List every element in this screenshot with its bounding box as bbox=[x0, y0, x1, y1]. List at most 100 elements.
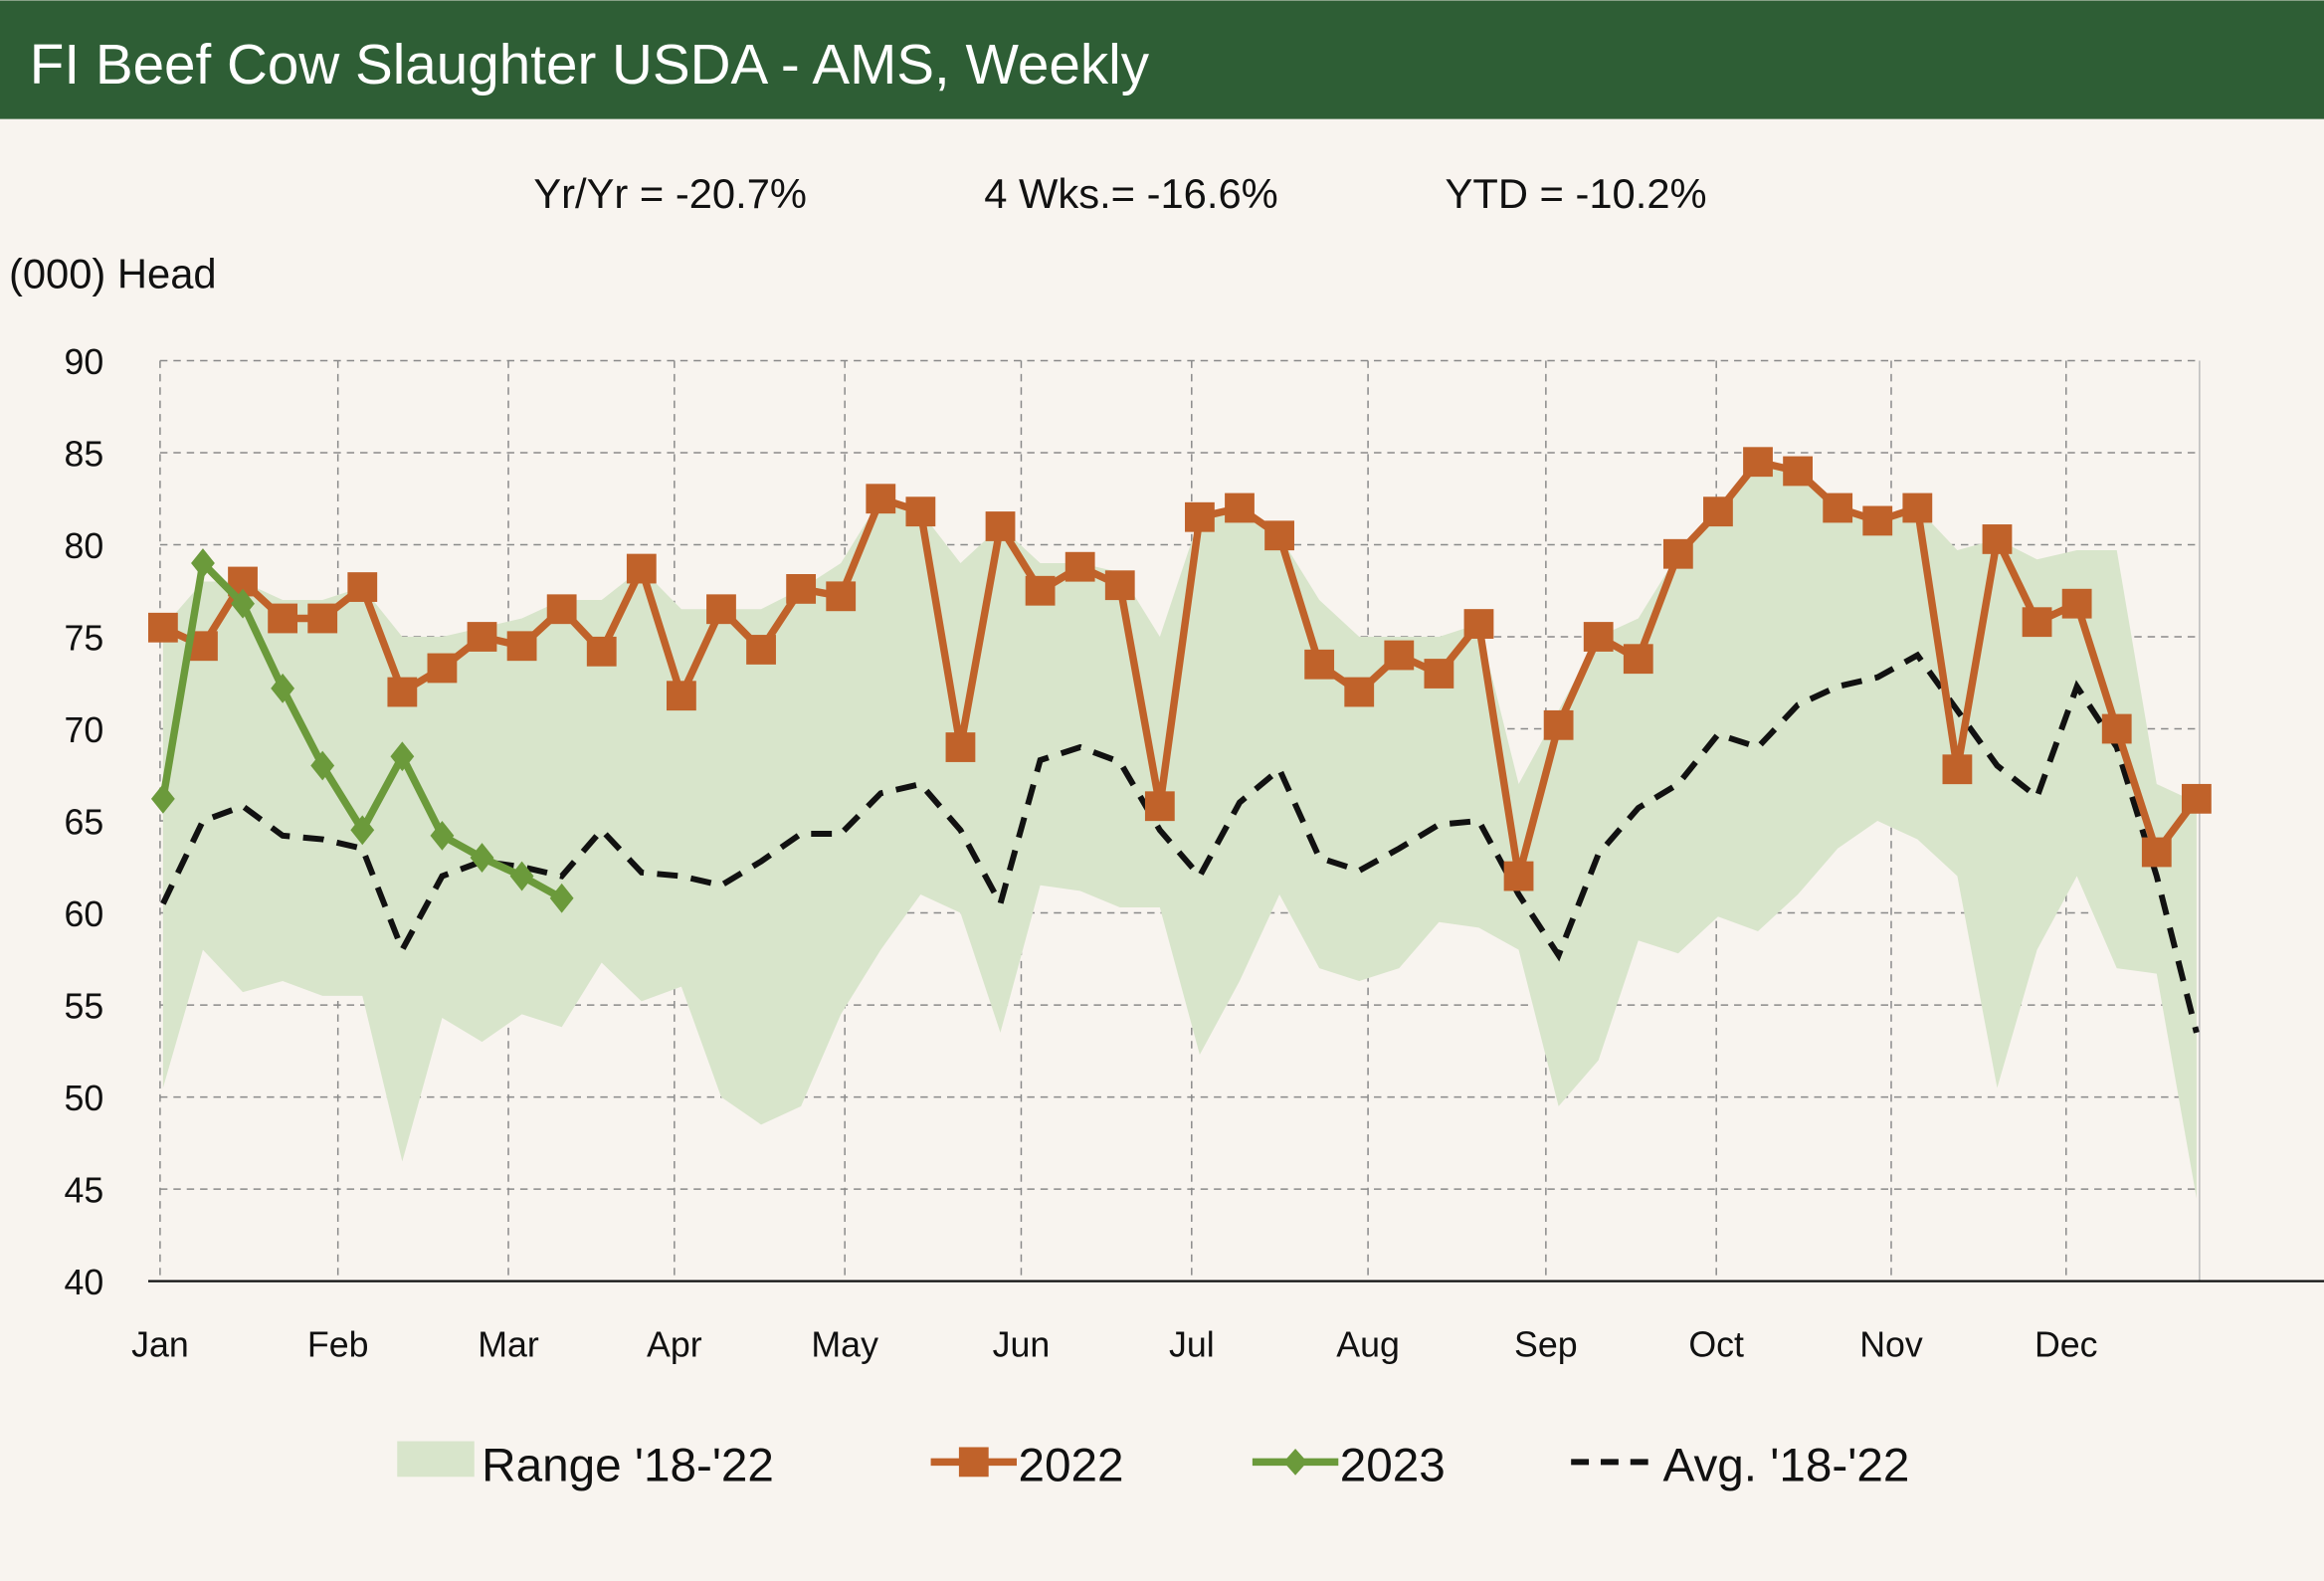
legend-label-avg: Avg. '18-'22 bbox=[1663, 1440, 1910, 1492]
range-area bbox=[162, 462, 2197, 1199]
legend-label-2023: 2023 bbox=[1340, 1440, 1446, 1492]
point-2022 bbox=[1424, 659, 1454, 689]
point-2022 bbox=[1982, 524, 2013, 554]
y-tick-label: 75 bbox=[65, 618, 104, 658]
point-2022 bbox=[1823, 493, 1853, 523]
point-2022 bbox=[1503, 861, 1534, 891]
point-2023 bbox=[509, 861, 534, 891]
series-2022-line bbox=[161, 458, 2200, 878]
point-2022 bbox=[1384, 640, 1415, 671]
x-tick-label: Feb bbox=[307, 1325, 369, 1365]
point-2022 bbox=[626, 553, 657, 584]
series-layer bbox=[147, 447, 2212, 1034]
point-2022 bbox=[387, 677, 418, 707]
x-tick-label: May bbox=[811, 1325, 878, 1365]
legend-marker-2022 bbox=[958, 1447, 989, 1478]
y-tick-label: 90 bbox=[65, 342, 104, 382]
legend-label-2022: 2022 bbox=[1018, 1440, 1123, 1492]
point-2022 bbox=[706, 594, 736, 625]
y-tick-label: 60 bbox=[65, 894, 104, 934]
point-2022 bbox=[2141, 837, 2172, 868]
point-2022 bbox=[268, 603, 298, 634]
x-tick-label: Mar bbox=[478, 1325, 539, 1365]
point-2022 bbox=[945, 732, 976, 762]
x-tick-label: Jul bbox=[1169, 1325, 1215, 1365]
point-2022 bbox=[1942, 754, 1973, 785]
y-tick-label: 85 bbox=[65, 434, 104, 474]
point-2022 bbox=[1065, 551, 1095, 582]
x-tick-label: Apr bbox=[647, 1325, 702, 1365]
point-2022 bbox=[985, 511, 1016, 541]
x-tick-label: Nov bbox=[1859, 1325, 1923, 1365]
point-2023 bbox=[350, 815, 375, 846]
point-2022 bbox=[1703, 496, 1733, 527]
point-2022 bbox=[2181, 783, 2212, 814]
legend-marker-2023 bbox=[1283, 1448, 1307, 1476]
x-tick-label: Jan bbox=[131, 1325, 189, 1365]
point-2022 bbox=[1264, 520, 1294, 551]
x-tick-label: Aug bbox=[1336, 1325, 1400, 1365]
point-2023 bbox=[150, 783, 175, 814]
axis-ticks: 40 45 50 55 60 65 70 75 80 85 90 Jan Feb Mar Apr May Jun… bbox=[65, 342, 2324, 1365]
point-2022 bbox=[866, 484, 896, 514]
point-2022 bbox=[2061, 588, 2092, 619]
y-tick-label: 45 bbox=[65, 1171, 104, 1211]
point-2022 bbox=[427, 653, 458, 684]
x-tick-label: Oct bbox=[1688, 1325, 1744, 1365]
point-2022 bbox=[786, 574, 817, 604]
point-2022 bbox=[586, 636, 617, 667]
y-tick-label: 65 bbox=[65, 802, 104, 842]
point-2022 bbox=[746, 635, 776, 665]
point-2022 bbox=[467, 622, 497, 652]
point-2022 bbox=[147, 612, 178, 643]
point-2023 bbox=[470, 843, 494, 873]
legend-swatch-range bbox=[397, 1441, 475, 1478]
point-2023 bbox=[430, 820, 455, 851]
chart-title: FI Beef Cow Slaughter USDA - AMS, Weekly bbox=[30, 33, 1150, 96]
y-tick-label: 70 bbox=[65, 710, 104, 750]
point-2022 bbox=[1862, 505, 1893, 536]
point-2022 bbox=[1623, 644, 1653, 675]
point-2023 bbox=[231, 588, 255, 619]
point-2022 bbox=[1304, 649, 1335, 680]
y-tick-label: 50 bbox=[65, 1079, 104, 1118]
point-2022 bbox=[1104, 570, 1135, 601]
point-2022 bbox=[2022, 607, 2052, 638]
y-tick-label: 40 bbox=[65, 1263, 104, 1302]
point-2022 bbox=[905, 496, 936, 527]
y-tick-label: 55 bbox=[65, 986, 104, 1026]
point-2022 bbox=[2101, 713, 2132, 744]
point-2022 bbox=[666, 681, 696, 711]
point-2023 bbox=[310, 750, 335, 781]
stat-yr-yr: Yr/Yr = -20.7% bbox=[533, 170, 807, 217]
stat-4-wks: 4 Wks.= -16.6% bbox=[984, 170, 1278, 217]
point-2022 bbox=[1185, 501, 1215, 532]
x-tick-label: Jun bbox=[993, 1325, 1051, 1365]
point-2022 bbox=[307, 603, 338, 634]
point-2022 bbox=[826, 581, 857, 612]
point-2022 bbox=[546, 594, 577, 625]
point-2022 bbox=[1743, 447, 1773, 478]
point-2022 bbox=[1583, 622, 1614, 652]
header-bar bbox=[0, 0, 2324, 119]
x-tick-label: Dec bbox=[2034, 1325, 2098, 1365]
x-tick-label: Sep bbox=[1514, 1325, 1578, 1365]
point-2022 bbox=[1025, 575, 1056, 606]
y-tick-label: 80 bbox=[65, 526, 104, 566]
legend-label-range: Range '18-'22 bbox=[482, 1440, 774, 1492]
stat-ytd: YTD = -10.2% bbox=[1446, 170, 1707, 217]
point-2022 bbox=[1463, 609, 1494, 639]
point-2022 bbox=[1783, 456, 1813, 487]
point-2022 bbox=[1144, 791, 1175, 822]
point-2022 bbox=[1344, 677, 1375, 707]
legend: Range '18-'22 2022 2023 Avg. '18-'22 bbox=[397, 1440, 1909, 1492]
point-2022 bbox=[506, 631, 537, 662]
point-2022 bbox=[1902, 493, 1933, 523]
range-area-fill bbox=[162, 462, 2197, 1199]
y-axis-label: (000) Head bbox=[9, 250, 217, 296]
point-2022 bbox=[1225, 493, 1255, 523]
point-2022 bbox=[1543, 709, 1574, 740]
point-2022 bbox=[1662, 538, 1693, 569]
point-2022 bbox=[347, 572, 378, 602]
